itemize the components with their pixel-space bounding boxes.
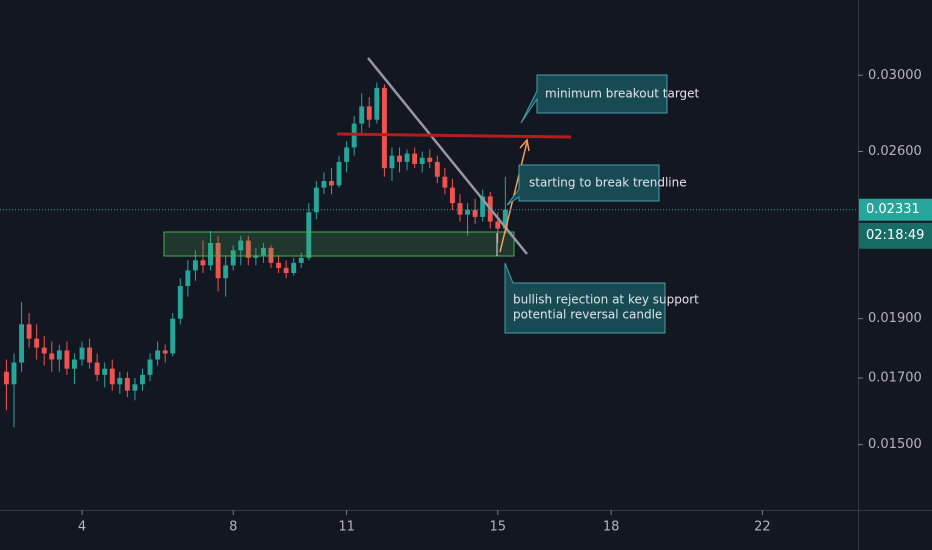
candle-body	[26, 324, 32, 339]
candle-body	[200, 260, 206, 266]
x-tick-label: 4	[78, 520, 86, 535]
candle-body	[238, 240, 244, 251]
x-tick-label: 18	[603, 520, 620, 535]
candle-body	[41, 347, 47, 354]
candle-body	[192, 260, 198, 271]
candle-body	[329, 181, 334, 186]
candle-body	[72, 359, 77, 369]
candle-body	[374, 87, 380, 120]
callout-box	[506, 164, 660, 206]
candle-body	[64, 350, 70, 369]
candle-body	[56, 350, 62, 360]
candle-body	[19, 324, 25, 363]
candle-body	[495, 221, 501, 229]
candle-body	[132, 384, 138, 391]
annotation: minimum breakout target	[545, 87, 700, 101]
candle-body	[260, 247, 266, 256]
callout: bullish rejection at key support potenti…	[504, 262, 699, 334]
y-tick-label: 0.03000	[868, 68, 922, 83]
candle-body	[434, 161, 440, 177]
candle-body	[147, 359, 153, 375]
candle-body	[283, 267, 289, 274]
candle-body	[215, 242, 221, 279]
x-tick-label: 8	[229, 520, 237, 535]
candle-body	[268, 247, 274, 263]
candle-body	[208, 242, 213, 266]
callout-box	[520, 74, 668, 124]
candle-body	[381, 87, 387, 169]
x-tick-label: 22	[754, 520, 771, 535]
candle-body	[11, 362, 17, 385]
countdown-box	[859, 222, 932, 249]
candle-body	[276, 262, 282, 268]
candle-body	[155, 350, 161, 360]
candle-body	[449, 187, 455, 204]
arrow-head	[519, 138, 530, 152]
candle-body	[117, 377, 123, 385]
last-price-label: 0.02331	[866, 202, 920, 217]
x-tick-label: 11	[338, 520, 355, 535]
candle-body	[336, 161, 342, 186]
candle-body	[359, 106, 365, 124]
candle-body	[253, 255, 259, 258]
annotation: bullish rejection at key support	[513, 293, 699, 307]
candle-body	[480, 196, 486, 217]
callout: minimum breakout target	[520, 74, 700, 124]
candle-body	[306, 212, 312, 258]
candle-body	[87, 347, 93, 363]
candle-body	[34, 338, 40, 348]
x-tick-label: 15	[490, 520, 507, 535]
candle-body	[321, 181, 327, 188]
candle-body	[442, 176, 448, 188]
candle-body	[298, 257, 304, 263]
candle-body	[404, 153, 410, 162]
candle-body	[344, 147, 350, 162]
candle-body	[412, 153, 418, 164]
candle-body	[502, 209, 508, 229]
resistance-line	[336, 132, 572, 139]
candle-body	[230, 250, 236, 266]
callout: starting to break trendline	[506, 164, 687, 206]
axes: 0.01500 0.01700 0.01900 0.02600 0.03000 4 8 11 1…	[0, 68, 932, 535]
trendline	[367, 57, 528, 255]
candle-body	[170, 318, 176, 354]
y-tick-label: 0.01700	[868, 370, 922, 385]
support-zone	[163, 231, 515, 257]
last-price-box	[859, 198, 932, 221]
candle-body	[140, 374, 145, 385]
candle-body	[291, 262, 297, 274]
y-tick-label: 0.01900	[868, 311, 922, 326]
candle-body	[419, 157, 425, 164]
candle-body	[223, 265, 229, 279]
candle-body	[427, 157, 433, 162]
candle-body	[3, 371, 9, 385]
candle-body	[162, 350, 168, 354]
y-tick-label: 0.02600	[868, 144, 922, 159]
candle-body	[185, 270, 191, 287]
candles	[3, 82, 508, 428]
candle-body	[472, 209, 478, 217]
candle-body	[389, 155, 395, 169]
candle-body	[102, 368, 108, 375]
countdown-label: 02:18:49	[866, 228, 924, 243]
callout-box	[504, 262, 666, 334]
candle-body	[109, 368, 115, 385]
candle-body	[457, 203, 463, 215]
candle-body	[79, 347, 85, 360]
candle-body	[124, 377, 130, 391]
candle-body	[245, 240, 251, 258]
annotation: starting to break trendline	[529, 176, 687, 190]
candle-body	[49, 353, 55, 360]
candle-body	[465, 209, 471, 215]
candle-body	[397, 155, 402, 162]
candle-body	[177, 286, 183, 319]
annotation: potential reversal candle	[513, 308, 662, 322]
y-tick-label: 0.01500	[868, 437, 922, 452]
candle-body	[366, 106, 372, 120]
candle-body	[94, 362, 100, 375]
candle-body	[313, 187, 319, 213]
